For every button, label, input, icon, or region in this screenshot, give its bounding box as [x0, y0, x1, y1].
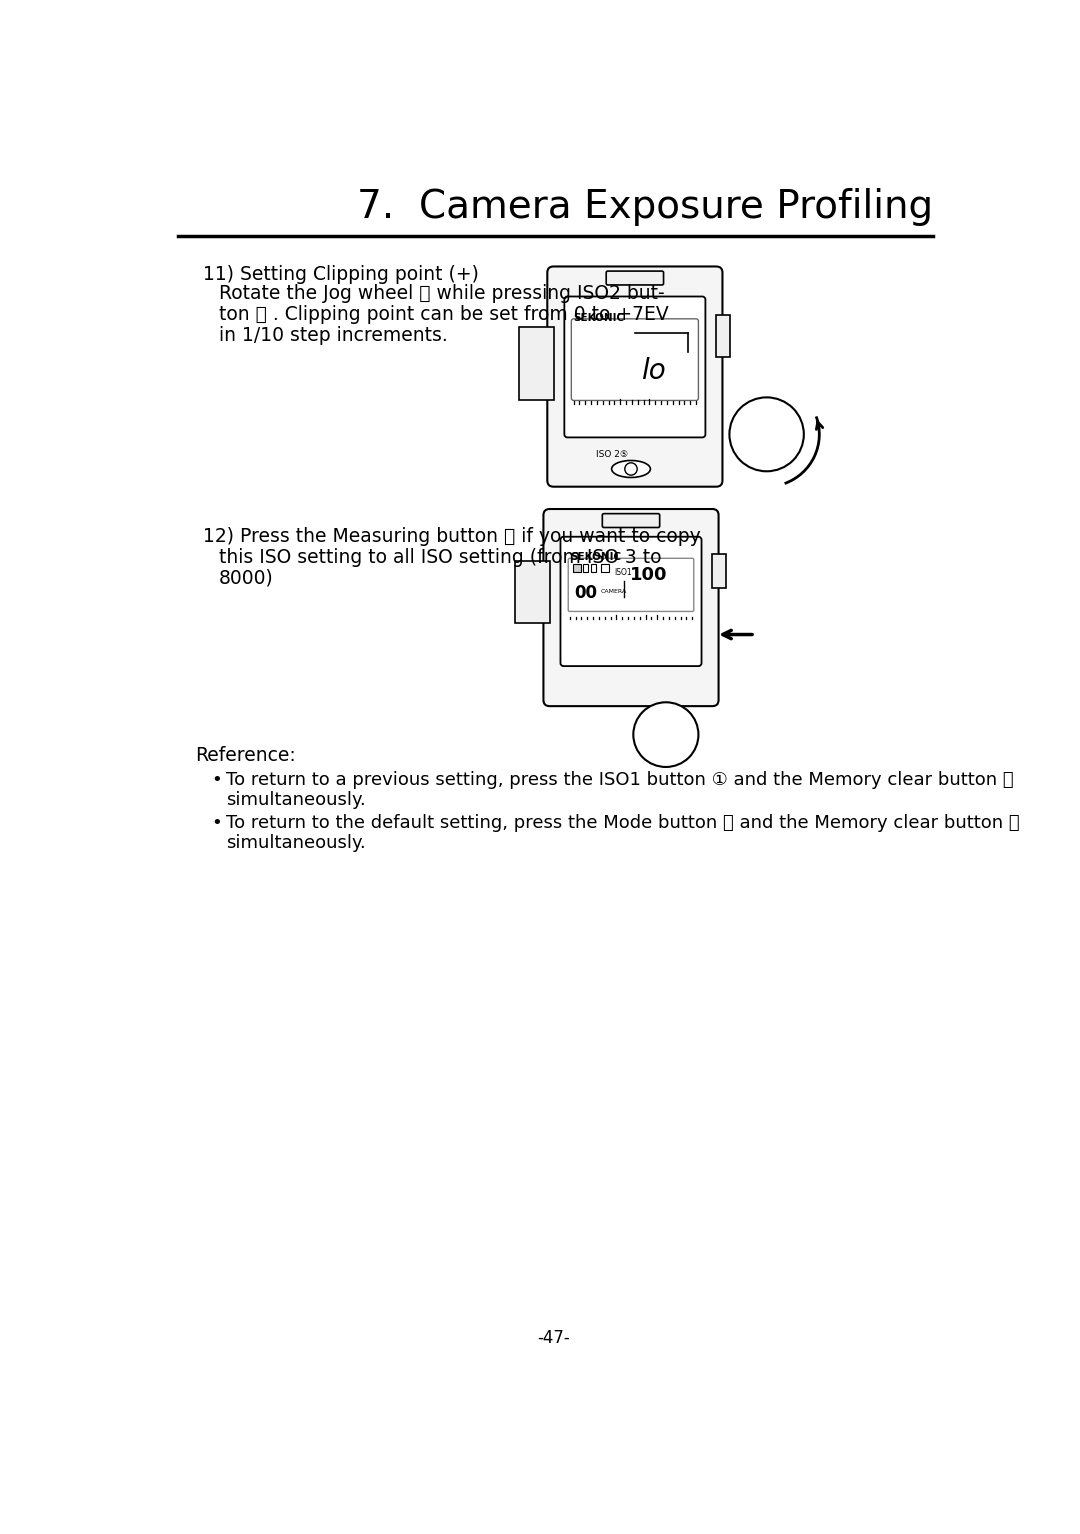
- Text: lo: lo: [640, 357, 665, 385]
- Bar: [713, 554, 727, 589]
- Text: -47-: -47-: [537, 1328, 570, 1347]
- Text: simultaneously.: simultaneously.: [227, 834, 366, 851]
- Text: 12) Press the Measuring button ⑭ if you want to copy: 12) Press the Measuring button ⑭ if you …: [203, 526, 701, 546]
- FancyBboxPatch shape: [561, 537, 702, 666]
- Text: To return to a previous setting, press the ISO1 button ① and the Memory clear bu: To return to a previous setting, press t…: [227, 770, 1014, 788]
- FancyBboxPatch shape: [571, 319, 699, 400]
- Text: 8000): 8000): [218, 568, 273, 588]
- Bar: [515, 561, 550, 623]
- Bar: [600, 565, 608, 572]
- Text: To return to the default setting, press the Mode button ⓾ and the Memory clear b: To return to the default setting, press …: [227, 815, 1021, 831]
- Text: Rotate the Jog wheel ⓤ while pressing ISO2 but-: Rotate the Jog wheel ⓤ while pressing IS…: [218, 284, 664, 304]
- Text: SEKONIC: SEKONIC: [570, 552, 621, 561]
- FancyBboxPatch shape: [548, 267, 723, 486]
- FancyBboxPatch shape: [543, 509, 718, 706]
- Text: SEKONIC: SEKONIC: [573, 313, 624, 324]
- FancyBboxPatch shape: [603, 514, 660, 528]
- FancyBboxPatch shape: [606, 272, 663, 285]
- Text: 00: 00: [575, 584, 597, 603]
- Text: ⑤: ⑤: [619, 449, 627, 459]
- Bar: [591, 565, 596, 572]
- Text: in 1/10 step increments.: in 1/10 step increments.: [218, 325, 447, 345]
- Bar: [572, 565, 581, 572]
- Bar: [716, 314, 730, 357]
- Circle shape: [625, 463, 637, 476]
- Text: CAMERA: CAMERA: [600, 589, 626, 594]
- Bar: [518, 327, 554, 400]
- Text: •: •: [211, 815, 221, 831]
- Text: 11) Setting Clipping point (+): 11) Setting Clipping point (+): [203, 265, 480, 284]
- Text: ton ⓥ . Clipping point can be set from 0 to +7EV: ton ⓥ . Clipping point can be set from 0…: [218, 305, 669, 324]
- Text: ISO1: ISO1: [613, 568, 632, 577]
- Bar: [583, 565, 589, 572]
- Text: •: •: [211, 770, 221, 788]
- Circle shape: [729, 397, 804, 471]
- Text: simultaneously.: simultaneously.: [227, 792, 366, 808]
- Text: ISO 2: ISO 2: [596, 449, 620, 459]
- FancyBboxPatch shape: [565, 296, 705, 437]
- Ellipse shape: [611, 460, 650, 477]
- Text: Reference:: Reference:: [195, 746, 296, 765]
- Circle shape: [633, 703, 699, 767]
- FancyBboxPatch shape: [568, 558, 693, 612]
- Text: 100: 100: [631, 566, 667, 584]
- Text: this ISO setting to all ISO setting (from ISO 3 to: this ISO setting to all ISO setting (fro…: [218, 548, 661, 566]
- Text: 7.  Camera Exposure Profiling: 7. Camera Exposure Profiling: [357, 189, 933, 227]
